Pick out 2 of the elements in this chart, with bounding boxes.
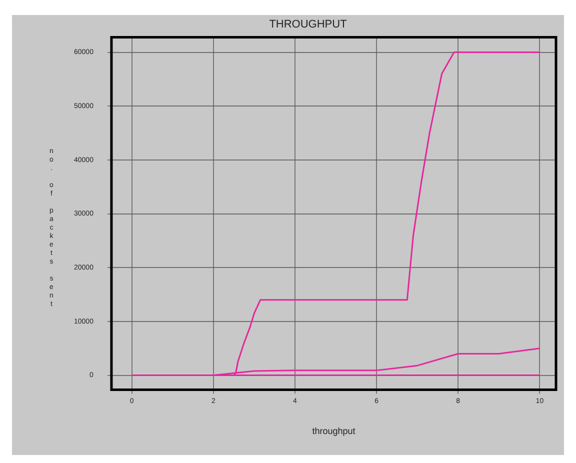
chart-title: THROUGHPUT	[269, 18, 348, 31]
x-axis-title: throughput	[312, 426, 356, 436]
